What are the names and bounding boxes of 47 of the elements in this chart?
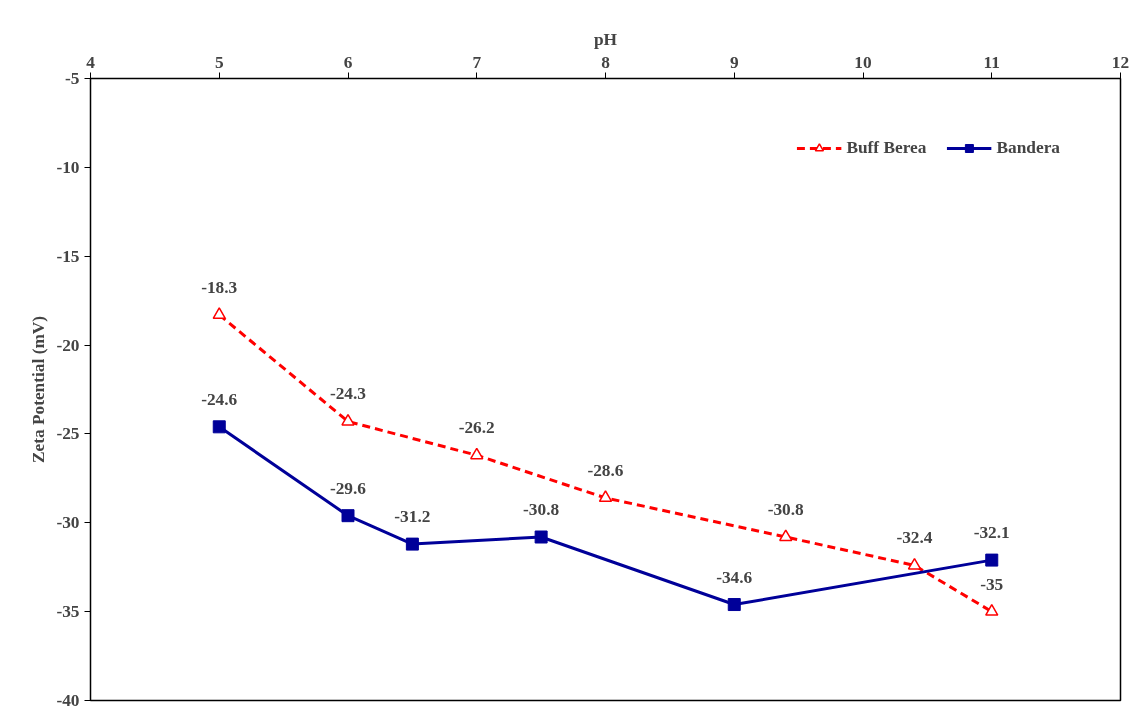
legend-label: Buff Berea <box>846 138 927 158</box>
x-tick-label: 11 <box>983 52 1000 72</box>
y-tick-label: -5 <box>65 69 80 88</box>
point <box>405 537 419 551</box>
data-label: -29.6 <box>329 478 367 498</box>
x-tick-label: 10 <box>854 52 872 72</box>
data-label: -24.6 <box>201 389 238 409</box>
x-tick-label: 5 <box>214 52 224 72</box>
data-label: -28.6 <box>587 460 624 480</box>
point <box>907 557 922 570</box>
data-label: -30.8 <box>767 500 805 519</box>
data-label: -32.4 <box>896 528 933 548</box>
y-tick-label: -20 <box>56 335 80 355</box>
y-axis-title: Zeta Potential (mV) <box>29 315 49 464</box>
point <box>534 530 548 544</box>
data-label: -18.3 <box>201 277 238 297</box>
point <box>598 490 613 503</box>
y-tick-label: -15 <box>56 246 80 266</box>
x-tick-label: 12 <box>1111 52 1130 72</box>
legend-label: Bandera <box>996 138 1060 158</box>
x-tick-label: 8 <box>601 52 611 72</box>
point <box>727 598 741 612</box>
point <box>470 447 484 460</box>
y-tick-label: -35 <box>56 602 80 622</box>
x-axis-title: pH <box>593 29 618 49</box>
y-tick-label: -25 <box>56 424 80 444</box>
data-label: -26.2 <box>458 418 495 438</box>
data-label: -31.2 <box>394 507 431 527</box>
data-label: -32.1 <box>973 523 1010 543</box>
data-label: -35 <box>980 574 1004 594</box>
point <box>212 420 226 434</box>
y-tick-label: -40 <box>56 691 80 710</box>
point <box>341 413 355 426</box>
point <box>212 307 226 320</box>
y-tick-label: -10 <box>56 157 80 177</box>
data-label: -34.6 <box>716 567 753 587</box>
x-tick-label: 7 <box>472 52 482 72</box>
data-label: -30.8 <box>523 500 560 519</box>
point <box>985 603 999 616</box>
point <box>985 553 999 567</box>
x-tick-label: 9 <box>729 52 739 72</box>
x-tick-label: 6 <box>343 52 353 72</box>
point <box>341 509 355 523</box>
y-tick-label: -30 <box>56 513 80 533</box>
x-tick-label: 4 <box>86 52 96 72</box>
point <box>779 529 793 542</box>
data-label: -24.3 <box>329 384 367 404</box>
